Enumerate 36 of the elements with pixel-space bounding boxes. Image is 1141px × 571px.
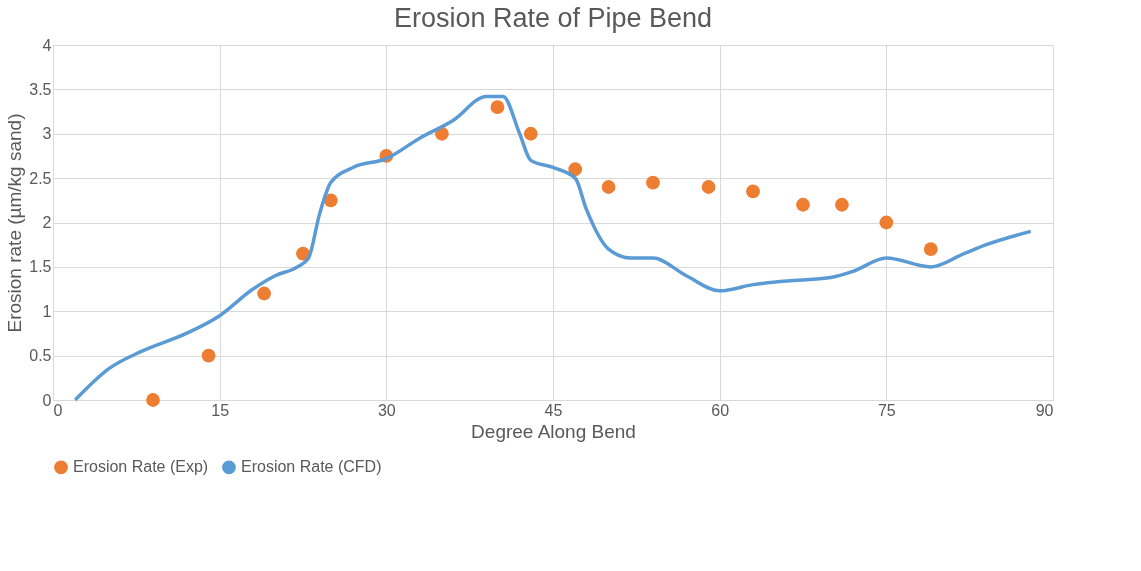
x-tick-label: 90 — [1035, 401, 1054, 419]
point — [923, 242, 938, 256]
x-tick-label: 30 — [377, 401, 396, 419]
y-axis-title: Erosion rate (µm/kg sand) — [4, 113, 26, 333]
point — [835, 197, 849, 212]
point — [701, 180, 716, 194]
point — [568, 162, 583, 177]
y-tick-label: 3.5 — [29, 80, 52, 98]
x-tick-label: 45 — [544, 401, 563, 419]
y-tick-label: 4 — [42, 36, 52, 54]
y-tick-label: 1 — [42, 302, 52, 320]
point — [257, 286, 271, 301]
point — [746, 184, 760, 199]
y-tick-label: 2 — [42, 214, 52, 231]
point — [323, 193, 338, 208]
point — [523, 126, 538, 141]
x-tick-label: 0 — [53, 401, 63, 419]
point — [490, 100, 505, 114]
legend-label: Erosion Rate (CFD) — [241, 458, 382, 476]
x-tick-label: 60 — [711, 401, 730, 419]
point — [601, 180, 616, 194]
point — [879, 215, 894, 230]
y-tick-label: 1.5 — [29, 258, 52, 276]
x-tick-label: 75 — [877, 401, 896, 419]
chart-title: Erosion Rate of Pipe Bend — [393, 3, 713, 33]
x-tick-label: 15 — [211, 401, 230, 419]
y-tick-label: 2.5 — [29, 169, 52, 187]
legend-label: Erosion Rate (Exp) — [73, 458, 209, 476]
point — [646, 175, 660, 190]
line-series — [73, 94, 1033, 402]
y-tick-label: 3 — [42, 125, 52, 143]
y-tick-label: 0.5 — [29, 347, 52, 365]
x-axis-title: Degree Along Bend — [471, 420, 636, 442]
point — [201, 348, 216, 363]
point — [146, 393, 160, 407]
point — [796, 197, 810, 212]
